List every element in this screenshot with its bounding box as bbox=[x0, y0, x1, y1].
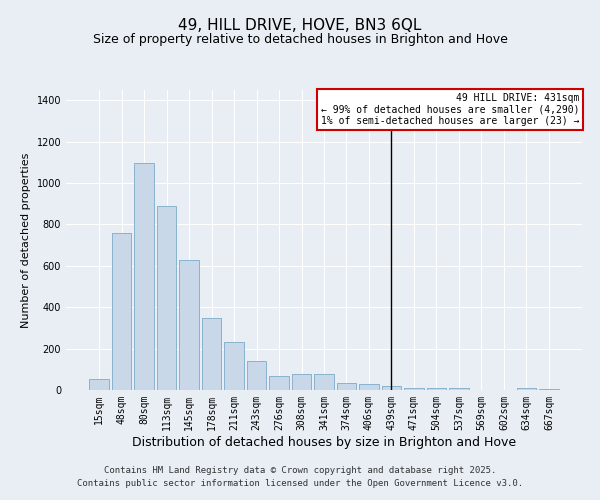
Bar bbox=[359, 384, 379, 390]
Bar bbox=[202, 318, 221, 390]
Bar bbox=[292, 374, 311, 390]
Bar bbox=[382, 386, 401, 390]
Bar bbox=[224, 342, 244, 390]
Text: 49, HILL DRIVE, HOVE, BN3 6QL: 49, HILL DRIVE, HOVE, BN3 6QL bbox=[178, 18, 422, 32]
Text: 49 HILL DRIVE: 431sqm
← 99% of detached houses are smaller (4,290)
1% of semi-de: 49 HILL DRIVE: 431sqm ← 99% of detached … bbox=[321, 93, 580, 126]
Bar bbox=[134, 164, 154, 390]
Bar bbox=[89, 378, 109, 390]
Bar bbox=[517, 388, 536, 390]
Bar bbox=[112, 233, 131, 390]
Text: Contains HM Land Registry data © Crown copyright and database right 2025.
Contai: Contains HM Land Registry data © Crown c… bbox=[77, 466, 523, 487]
Bar bbox=[179, 260, 199, 390]
Y-axis label: Number of detached properties: Number of detached properties bbox=[21, 152, 31, 328]
Text: Size of property relative to detached houses in Brighton and Hove: Size of property relative to detached ho… bbox=[92, 32, 508, 46]
Bar bbox=[157, 206, 176, 390]
Bar bbox=[269, 376, 289, 390]
Bar bbox=[404, 388, 424, 390]
Bar bbox=[337, 383, 356, 390]
Bar bbox=[247, 361, 266, 390]
Bar bbox=[314, 374, 334, 390]
Bar bbox=[449, 388, 469, 390]
Bar bbox=[539, 389, 559, 390]
Bar bbox=[427, 388, 446, 390]
X-axis label: Distribution of detached houses by size in Brighton and Hove: Distribution of detached houses by size … bbox=[132, 436, 516, 448]
